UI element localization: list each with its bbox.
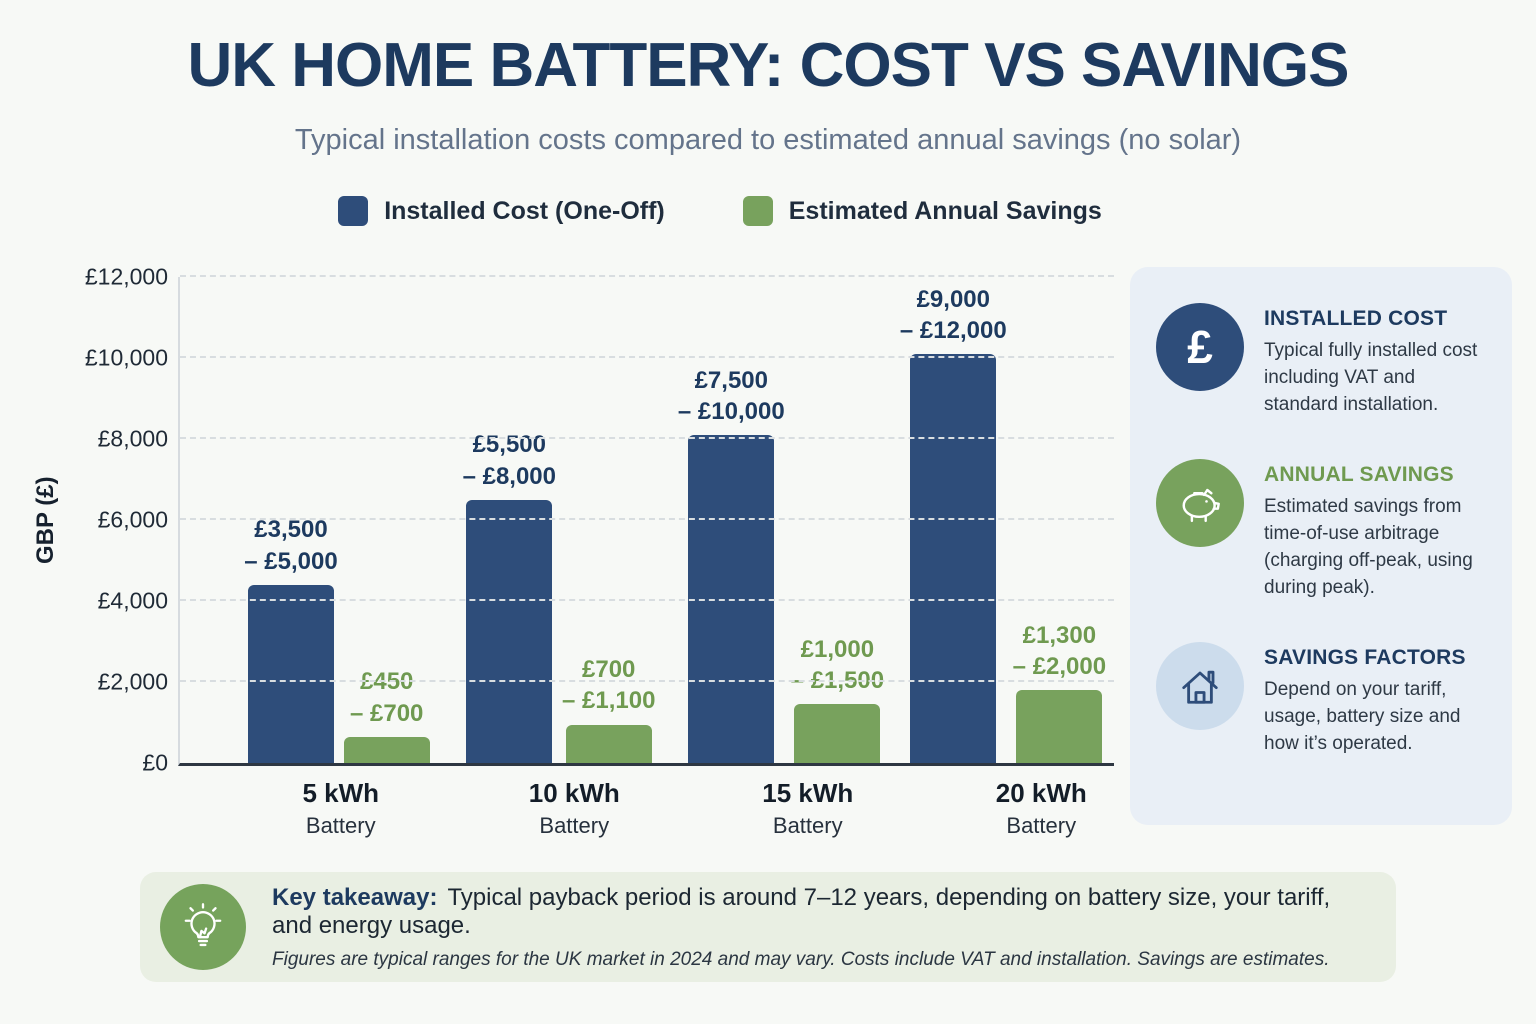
- category-label-15-kwh: 15 kWh Battery: [762, 778, 854, 838]
- bar-chart-plot-area: £3,500– £5,000 £450– £700 £5,500– £8,000 £7…: [178, 275, 1114, 766]
- panel-item-savings-factors: SAVINGS FACTORS Depend on your tariff, u…: [1156, 641, 1486, 758]
- y-axis-title: GBP (£): [32, 476, 59, 564]
- pound-icon: £: [1156, 303, 1244, 391]
- chart-legend: Installed Cost (One-Off) Estimated Annua…: [0, 196, 1440, 226]
- y-tick-label: £2,000: [97, 668, 168, 695]
- y-tick-label: £0: [142, 749, 168, 776]
- category-label-20-kwh: 20 kWh Battery: [995, 778, 1087, 838]
- y-tick-label: £6,000: [97, 506, 168, 533]
- bar-column-annual-savings-15-kwh: £1,000– £1,500: [791, 277, 884, 763]
- panel-item-body: Depend on your tariff, usage, battery si…: [1264, 678, 1461, 754]
- bar-group-5-kwh: £3,500– £5,000 £450– £700: [226, 277, 448, 763]
- bar-range-label: £1,000– £1,500: [790, 635, 885, 695]
- bar-range-label: £1,300– £2,000: [1012, 621, 1107, 680]
- bar-range-label: £7,500– £10,000: [677, 366, 785, 425]
- panel-item-body: Estimated savings from time-of-use arbit…: [1264, 495, 1473, 598]
- lightbulb-icon: [160, 884, 246, 970]
- legend-label: Estimated Annual Savings: [788, 196, 1102, 225]
- bar-installed-cost-20-kwh: [910, 353, 997, 763]
- page-title: UK HOME BATTERY: COST VS SAVINGS: [187, 31, 1350, 100]
- footnote-text: Figures are typical ranges for the UK ma…: [272, 948, 1330, 970]
- panel-item-title: INSTALLED COST: [1264, 307, 1448, 330]
- panel-item-title: ANNUAL SAVINGS: [1264, 462, 1454, 486]
- bar-annual-savings-10-kwh: [565, 724, 652, 763]
- y-axis-tick-labels: £0 £2,000 £4,000 £6,000 £8,000 £10,000 £12,000: [58, 264, 168, 776]
- bar-group-20-kwh: £9,000– £12,000 £1,300– £2,000: [892, 277, 1114, 763]
- y-tick-label: £10,000: [84, 344, 168, 371]
- bar-groups: £3,500– £5,000 £450– £700 £5,500– £8,000 £7…: [180, 277, 1114, 763]
- bar-group-10-kwh: £5,500– £8,000 £700– £1,100: [448, 277, 670, 763]
- legend-label: Installed Cost (One-Off): [384, 196, 665, 225]
- bar-annual-savings-15-kwh: [794, 704, 881, 763]
- legend-item-installed-cost: Installed Cost (One-Off): [338, 196, 665, 226]
- bar-column-installed-cost-15-kwh: £7,500– £10,000: [678, 277, 785, 763]
- piggy-bank-icon: [1156, 458, 1244, 547]
- y-tick-label: £8,000: [97, 425, 168, 452]
- y-tick-label: £4,000: [97, 587, 168, 614]
- bar-range-label: £450– £700: [350, 668, 424, 727]
- bar-installed-cost-15-kwh: [688, 434, 775, 763]
- bar-column-annual-savings-20-kwh: £1,300– £2,000: [1013, 277, 1106, 763]
- bar-column-installed-cost-20-kwh: £9,000– £12,000: [900, 277, 1007, 763]
- bar-annual-savings-20-kwh: [1016, 690, 1103, 763]
- bar-column-annual-savings-5-kwh: £450– £700: [343, 277, 430, 763]
- panel-item-body: Typical fully installed cost including V…: [1264, 340, 1478, 415]
- key-takeaway-body: Typical payback period is around 7–12 ye…: [272, 883, 1331, 939]
- panel-item-annual-savings: ANNUAL SAVINGS Estimated savings from ti…: [1156, 458, 1486, 602]
- installed-cost-swatch-icon: [338, 196, 369, 226]
- bar-column-installed-cost-5-kwh: £3,500– £5,000: [244, 277, 338, 763]
- x-axis-category-labels: 5 kWh Battery 10 kWh Battery 15 kWh Battery 20…: [178, 778, 1158, 839]
- legend-item-annual-savings: Estimated Annual Savings: [742, 196, 1102, 226]
- category-label-10-kwh: 10 kWh Battery: [528, 778, 620, 838]
- bar-column-annual-savings-10-kwh: £700– £1,100: [562, 277, 655, 763]
- gridline: [180, 680, 1114, 683]
- bar-column-installed-cost-10-kwh: £5,500– £8,000: [463, 277, 556, 763]
- gridline: [180, 437, 1114, 440]
- gridline: [180, 275, 1114, 277]
- annual-savings-swatch-icon: [742, 196, 773, 226]
- key-takeaway-label: Key takeaway:: [272, 883, 438, 911]
- bar-range-label: £9,000– £12,000: [899, 285, 1007, 344]
- bar-group-15-kwh: £7,500– £10,000 £1,000– £1,500: [670, 277, 892, 763]
- info-panel: £ INSTALLED COST Typical fully installed…: [1130, 267, 1512, 825]
- key-takeaway-banner: Key takeaway: Typical payback period is a…: [140, 872, 1396, 982]
- bar-range-label: £700– £1,100: [562, 656, 656, 715]
- gridline: [180, 599, 1114, 602]
- gridline: [180, 518, 1114, 520]
- bar-annual-savings-5-kwh: [343, 736, 430, 763]
- category-label-5-kwh: 5 kWh Battery: [302, 778, 380, 838]
- bar-range-label: £5,500– £8,000: [462, 431, 556, 490]
- panel-item-installed-cost: £ INSTALLED COST Typical fully installed…: [1156, 303, 1486, 419]
- panel-item-title: SAVINGS FACTORS: [1264, 645, 1466, 669]
- bar-installed-cost-5-kwh: [247, 584, 334, 763]
- bar-installed-cost-10-kwh: [466, 499, 553, 763]
- bar-range-label: £3,500– £5,000: [244, 516, 338, 575]
- house-icon: [1156, 641, 1244, 730]
- gridline: [180, 356, 1114, 358]
- y-tick-label: £12,000: [84, 263, 168, 290]
- page-subtitle: Typical installation costs compared to e…: [294, 124, 1242, 156]
- key-takeaway-text: Key takeaway: Typical payback period is a…: [272, 884, 1370, 940]
